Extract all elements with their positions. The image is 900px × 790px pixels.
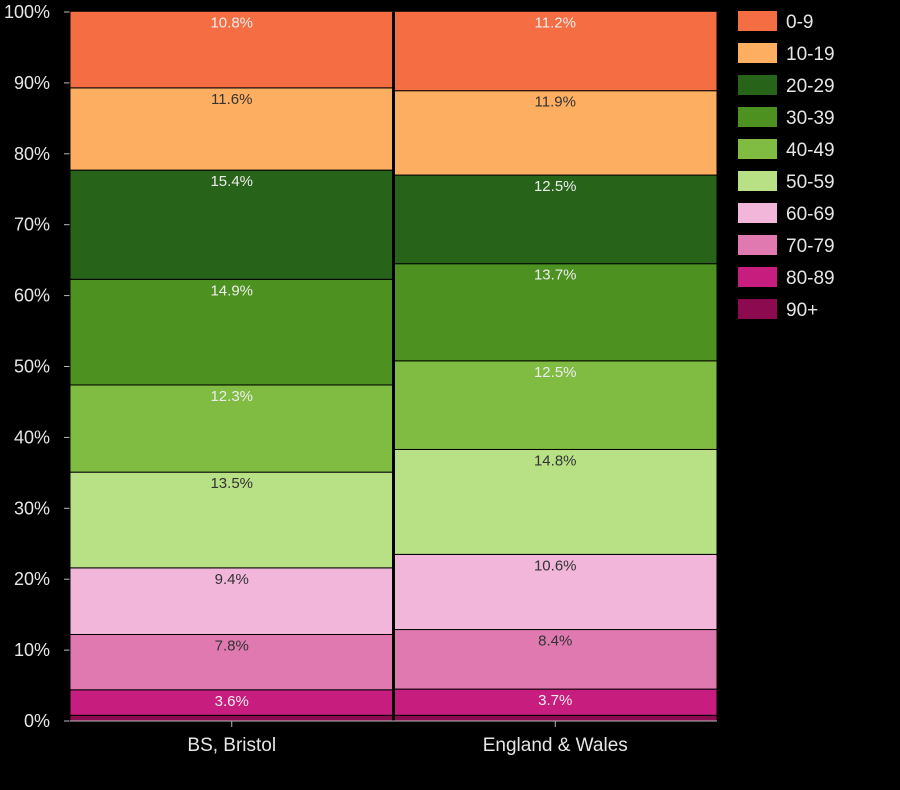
legend-item-20-29: 20-29 <box>738 75 835 97</box>
y-tick-label: 50% <box>14 357 50 377</box>
legend-item-60-69: 60-69 <box>738 203 835 225</box>
legend-swatch <box>738 171 777 191</box>
data-label: 12.5% <box>534 178 577 195</box>
y-tick-label: 0% <box>24 711 50 731</box>
data-label: 14.8% <box>534 452 577 469</box>
data-label: 8.4% <box>538 633 572 650</box>
legend-swatch <box>738 43 777 63</box>
y-tick-label: 80% <box>14 144 50 164</box>
bar-segment-60-69 <box>393 553 718 631</box>
legend-label: 30-39 <box>786 108 835 129</box>
legend-label: 70-79 <box>786 236 835 257</box>
legend-swatch <box>738 267 777 287</box>
legend-item-40-49: 40-49 <box>738 139 835 161</box>
data-label: 3.6% <box>215 693 249 710</box>
legend-swatch <box>738 299 777 319</box>
bar-segment-90+ <box>393 714 718 722</box>
bar-segment-10-19 <box>393 90 718 176</box>
bar-segment-10-19 <box>69 87 394 171</box>
data-label: 9.4% <box>215 571 249 588</box>
data-label: 13.7% <box>534 267 577 284</box>
bar-segment-0-9 <box>393 10 718 92</box>
y-tick-label: 10% <box>14 640 50 660</box>
legend-item-80-89: 80-89 <box>738 267 835 289</box>
bar-segment-0-9 <box>69 10 394 89</box>
bar-stack-0: 3.6% 7.8% 9.4% 13.5% 12.3% 14.9% 15.4% 11.6% 10.… <box>69 10 394 722</box>
legend-label: 0-9 <box>786 12 813 33</box>
y-axis: 0% 10% 20% 30% 40% 50% 60% 70% 80% 90% 100% <box>4 2 71 731</box>
legend-label: 90+ <box>786 300 818 321</box>
legend-label: 80-89 <box>786 268 835 289</box>
bar-segment-30-39 <box>69 278 394 386</box>
legend-item-50-59: 50-59 <box>738 171 835 193</box>
legend-label: 20-29 <box>786 76 835 97</box>
data-label: 3.7% <box>538 692 572 709</box>
legend: 0-9 10-19 20-29 30-39 40-49 50-59 60-69 70-79 80… <box>738 11 835 321</box>
x-axis: BS, Bristol England & Wales <box>70 720 717 756</box>
bar-segment-90+ <box>69 714 394 722</box>
bars: 3.6% 7.8% 9.4% 13.5% 12.3% 14.9% 15.4% 11.6% 10.… <box>69 10 718 722</box>
data-label: 15.4% <box>210 173 253 190</box>
legend-label: 50-59 <box>786 172 835 193</box>
data-label: 13.5% <box>210 475 253 492</box>
legend-item-10-19: 10-19 <box>738 43 835 65</box>
data-label: 14.9% <box>210 282 253 299</box>
legend-item-90+: 90+ <box>738 299 818 321</box>
data-label: 11.9% <box>535 94 576 111</box>
data-label: 12.5% <box>534 364 577 381</box>
y-tick-label: 20% <box>14 569 50 589</box>
legend-label: 40-49 <box>786 140 835 161</box>
legend-swatch <box>738 107 777 127</box>
data-label: 12.3% <box>210 388 253 405</box>
bar-segment-80-89 <box>393 688 718 716</box>
y-tick-label: 30% <box>14 498 50 518</box>
y-tick-label: 70% <box>14 215 50 235</box>
bar-segment-80-89 <box>69 689 394 716</box>
legend-label: 10-19 <box>786 44 835 65</box>
bar-stack-1: 3.7% 8.4% 10.6% 14.8% 12.5% 13.7% 12.5% 11.9% 11… <box>393 10 718 722</box>
bar-segment-20-29 <box>69 169 394 280</box>
bar-segment-50-59 <box>393 448 718 555</box>
legend-item-0-9: 0-9 <box>738 11 813 33</box>
legend-swatch <box>738 11 777 31</box>
y-tick-label: 90% <box>14 73 50 93</box>
y-tick-label: 100% <box>4 2 50 22</box>
x-tick-label: England & Wales <box>483 735 628 756</box>
legend-item-70-79: 70-79 <box>738 235 835 257</box>
legend-label: 60-69 <box>786 204 835 225</box>
data-label: 7.8% <box>215 638 249 655</box>
y-tick-label: 40% <box>14 427 50 447</box>
legend-item-30-39: 30-39 <box>738 107 835 129</box>
legend-swatch <box>738 75 777 95</box>
bar-segment-70-79 <box>69 634 394 691</box>
x-tick-label: BS, Bristol <box>187 735 276 756</box>
data-label: 11.6% <box>211 91 252 108</box>
legend-swatch <box>738 235 777 255</box>
bar-segment-30-39 <box>393 263 718 362</box>
legend-swatch <box>738 139 777 159</box>
bar-segment-70-79 <box>393 629 718 690</box>
bar-segment-40-49 <box>69 384 394 473</box>
data-label: 10.6% <box>534 557 577 574</box>
data-label: 10.8% <box>210 14 253 31</box>
data-label: 11.2% <box>535 14 576 31</box>
bar-segment-40-49 <box>393 360 718 450</box>
legend-swatch <box>738 203 777 223</box>
bar-segment-20-29 <box>393 174 718 265</box>
y-tick-label: 60% <box>14 286 50 306</box>
